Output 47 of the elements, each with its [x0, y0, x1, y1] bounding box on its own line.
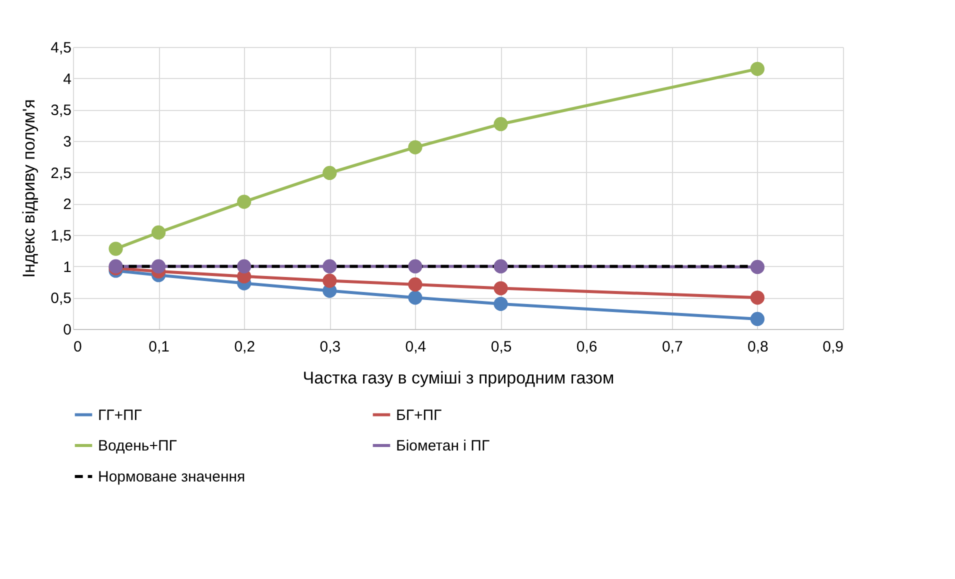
point — [750, 290, 765, 305]
x-tick-label: 0,8 — [748, 338, 768, 356]
x-tick-label: 0,2 — [234, 338, 256, 356]
legend-label: Водень+ПГ — [98, 438, 177, 454]
point — [408, 277, 422, 292]
point — [322, 259, 337, 274]
point — [408, 259, 422, 274]
point — [408, 140, 422, 154]
point — [750, 312, 765, 326]
point — [494, 259, 508, 274]
y-tick-label: 2,5 — [50, 164, 72, 182]
point — [494, 281, 508, 296]
x-tick-label: 0,4 — [405, 338, 426, 356]
x-tick-label: 0,5 — [490, 338, 512, 356]
point — [237, 194, 252, 209]
y-tick-label: 2 — [63, 196, 72, 214]
point — [494, 296, 508, 311]
y-tick-label: 3,5 — [50, 102, 72, 120]
point — [750, 260, 765, 274]
x-tick-label: 0,1 — [148, 338, 170, 356]
point — [151, 225, 166, 240]
legend-label: БГ+ПГ — [396, 406, 442, 424]
y-tick-label: 0,5 — [50, 290, 72, 308]
x-tick-label: 0,6 — [576, 338, 598, 356]
x-tick-label: 0,9 — [822, 338, 844, 356]
y-tick-label: 1 — [63, 258, 72, 276]
x-tick-label: 0 — [74, 338, 82, 356]
x-tick-label: 0,3 — [320, 338, 341, 356]
x-axis-title: Частка газу в суміші з природним газом — [302, 368, 614, 388]
point — [322, 166, 337, 180]
point — [494, 117, 508, 132]
legend-label: ГГ+ПГ — [98, 406, 142, 424]
point — [408, 290, 422, 305]
y-tick-label: 1,5 — [50, 228, 72, 244]
x-tick-label: 0,7 — [662, 338, 683, 356]
point — [108, 242, 123, 256]
y-axis-title: Індекс відриву полум'я — [20, 99, 39, 278]
y-tick-label: 4 — [63, 70, 72, 88]
point — [151, 259, 166, 274]
point — [237, 259, 252, 274]
y-tick-label: 4,5 — [50, 40, 72, 56]
legend-label: Нормоване значення — [98, 468, 246, 486]
y-tick-label: 3 — [63, 134, 72, 150]
legend-label: Біометан і ПГ — [396, 438, 490, 454]
point — [322, 274, 337, 288]
point — [750, 62, 765, 76]
y-tick-label: 0 — [63, 322, 72, 338]
